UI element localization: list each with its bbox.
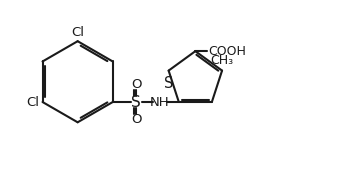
- Text: S: S: [164, 76, 173, 91]
- Text: O: O: [131, 113, 141, 126]
- Text: O: O: [131, 78, 141, 91]
- Text: Cl: Cl: [71, 26, 84, 39]
- Text: NH: NH: [150, 96, 169, 109]
- Text: S: S: [131, 95, 141, 109]
- Text: Cl: Cl: [26, 96, 39, 109]
- Text: CH₃: CH₃: [211, 54, 234, 67]
- Text: COOH: COOH: [208, 45, 246, 58]
